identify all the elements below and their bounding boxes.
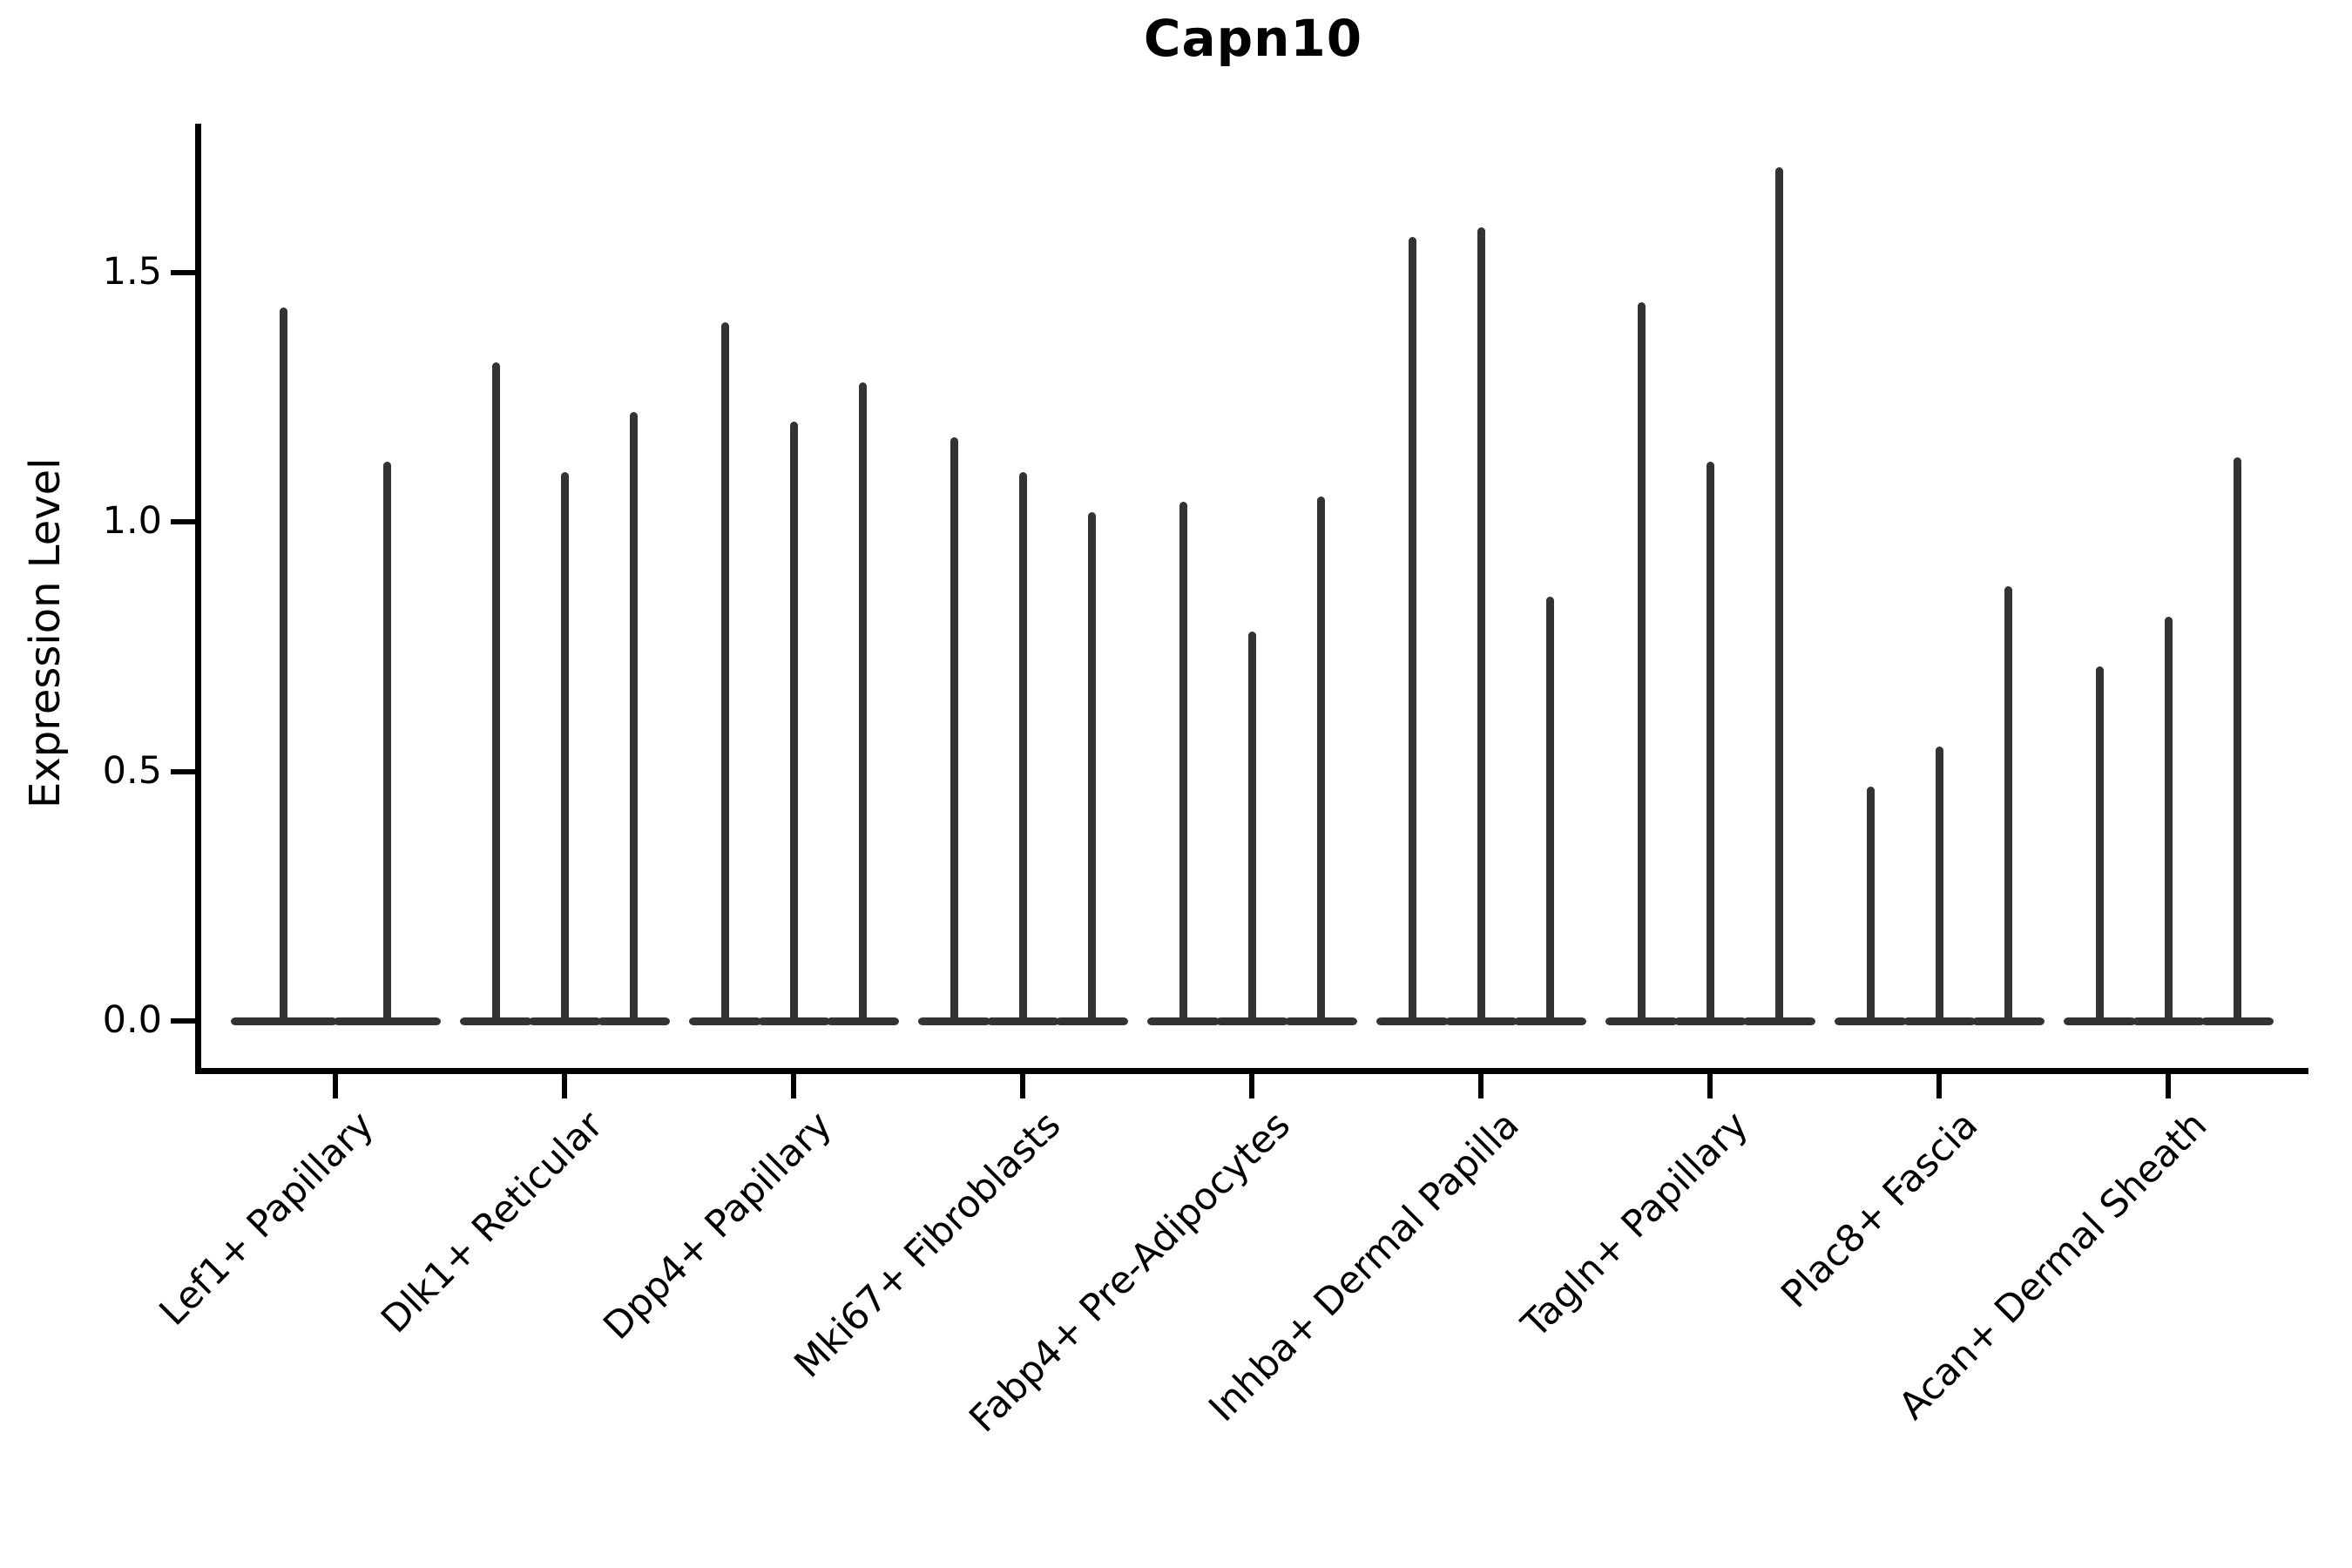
violin-base [1146,1017,1220,1025]
violin-spike [2004,586,2012,1018]
x-axis-spine [195,1068,2308,1074]
x-tick-label: Dlk1+ Reticular [373,1103,612,1342]
y-axis-spine [195,124,201,1074]
x-tick-mark [1020,1074,1025,1098]
violin-spike [1247,632,1256,1018]
y-tick-mark [171,269,195,275]
y-tick-mark [171,519,195,524]
y-tick-label: 0.0 [102,998,162,1042]
violin-spike [560,471,569,1018]
violin-spike [720,321,729,1018]
violin-base [1903,1017,1976,1025]
x-tick-mark [1478,1074,1484,1098]
violin-spike [950,436,958,1018]
violin-base [1605,1017,1678,1025]
violin-base [230,1017,337,1025]
violin-base [1375,1017,1449,1025]
x-tick-label: Dpp4+ Papillary [595,1103,841,1348]
violin-spike [1545,596,1554,1018]
y-tick-label: 1.5 [102,249,162,294]
violin-spike [280,307,288,1018]
violin-spike [1637,301,1646,1018]
x-tick-mark [1936,1074,1942,1098]
violin-base [2063,1017,2136,1025]
x-tick-mark [1249,1074,1254,1098]
violin-spike [2164,616,2173,1018]
violin-spike [382,462,391,1018]
x-tick-label: Plac8+ Fascia [1772,1103,1986,1317]
y-tick-mark [171,1018,195,1024]
violin-base [1444,1017,1517,1025]
x-tick-label: Mki67+ Fibroblasts [787,1103,1070,1387]
violin-spike [2233,456,2241,1018]
violin-base [757,1017,830,1025]
violin-base [688,1017,761,1025]
violin-base [1971,1017,2044,1025]
violin-base [1055,1017,1128,1025]
violin-spike [858,382,867,1018]
chart-title: Capn10 [1143,9,1363,68]
violin-spike [1018,471,1027,1018]
violin-base [334,1017,441,1025]
violin-base [597,1017,670,1025]
violin-spike [2095,666,2104,1018]
x-tick-mark [1707,1074,1713,1098]
violin-base [459,1017,532,1025]
x-tick-label: Tagln+ Papillary [1513,1103,1757,1347]
violin-spike [1774,167,1783,1018]
x-tick-mark [333,1074,338,1098]
violin-spike [629,411,638,1018]
violin-spike [1706,462,1714,1018]
violin-base [1215,1017,1288,1025]
x-tick-label: Lef1+ Papillary [151,1103,382,1335]
violin-base [2200,1017,2274,1025]
violin-spike [1408,237,1416,1018]
violin-base [1513,1017,1586,1025]
y-tick-mark [171,768,195,774]
violin-base [1284,1017,1357,1025]
violin-spike [1935,746,1943,1018]
violin-base [917,1017,990,1025]
violin-base [1742,1017,1815,1025]
violin-spike [1316,497,1325,1018]
violin-spike [491,362,500,1018]
violin-spike [1087,511,1096,1018]
violin-base [528,1017,601,1025]
violin-spike [1477,226,1485,1018]
x-tick-mark [562,1074,567,1098]
y-tick-label: 1.0 [102,499,162,543]
x-tick-mark [791,1074,796,1098]
violin-base [1834,1017,1907,1025]
x-tick-mark [2166,1074,2171,1098]
violin-spike [1866,786,1875,1018]
violin-base [986,1017,1059,1025]
violin-spike [1179,502,1187,1018]
violin-spike [789,422,798,1018]
violin-base [2132,1017,2205,1025]
violin-base [1673,1017,1747,1025]
violin-base [826,1017,899,1025]
y-tick-label: 0.5 [102,748,162,793]
